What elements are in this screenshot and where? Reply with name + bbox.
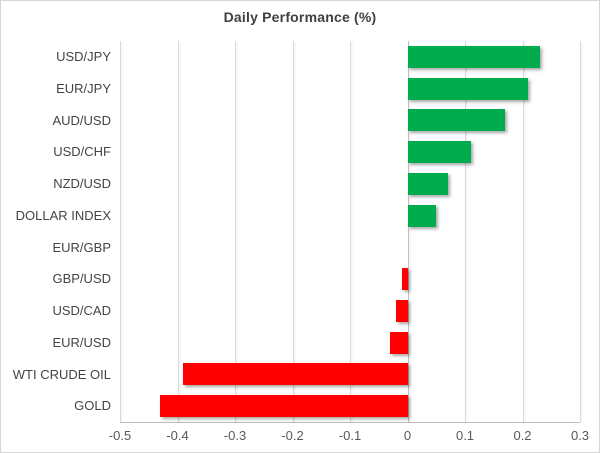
x-tick-label: -0.3 [223,428,247,443]
bar-nzd-usd [407,172,448,195]
gridline [235,41,236,422]
bar-eur-jpy [407,77,529,100]
category-label-usd-jpy: USD/JPY [56,49,111,64]
gridline [522,41,524,422]
chart-title: Daily Performance (%) [223,9,377,25]
bar-wti-crude-oil [183,363,408,386]
bar-eur-usd [390,331,408,354]
value-axis: -0.5 -0.4 -0.3 -0.2 -0.1 0 0.1 0.2 0.3 [109,428,589,448]
gridline [292,41,294,422]
x-tick-label: 0.2 [513,428,532,443]
category-label-eur-jpy: EUR/JPY [56,80,111,96]
x-tick-label: 0.1 [455,428,475,443]
category-label-dollar-index: DOLLAR INDEX [15,207,111,223]
gridline [120,41,121,422]
gridline [177,41,179,422]
gridline [465,41,466,422]
zero-axis-line [407,41,409,422]
category-label-usd-cad: USD/CAD [52,303,111,318]
bar-gbp-usd [401,268,408,291]
x-tick-label: -0.5 [108,428,132,443]
bar-gold [160,395,408,418]
category-label-usd-chf: USD/CHF [53,144,111,160]
x-tick-label: -0.1 [338,428,362,443]
bar-dollar-index [407,204,437,227]
category-label-nzd-usd: NZD/USD [53,176,111,191]
bar-usd-chf [407,141,471,164]
gridline [580,41,581,422]
category-label-gold: GOLD [74,398,111,414]
category-label-eur-usd: EUR/USD [52,334,111,350]
x-tick-label: 0 [403,428,412,443]
category-label-wti-crude-oil: WTI CRUDE OIL [12,366,111,382]
category-label-aud-usd: AUD/USD [52,112,111,128]
gridline [350,41,351,422]
bar-aud-usd [407,109,506,132]
x-tick-label: 0.3 [570,428,590,443]
category-axis: USD/JPY EUR/JPY AUD/USD USD/CHF NZD/USD DOLLA… [1,41,111,422]
x-tick-label: -0.2 [281,428,304,443]
plot-area [120,41,581,423]
bar-usd-cad [396,299,408,322]
category-label-gbp-usd: GBP/USD [52,271,111,287]
x-tick-label: -0.4 [166,428,189,443]
category-label-eur-gbp: EUR/GBP [52,239,111,255]
bar-usd-jpy [407,45,540,68]
